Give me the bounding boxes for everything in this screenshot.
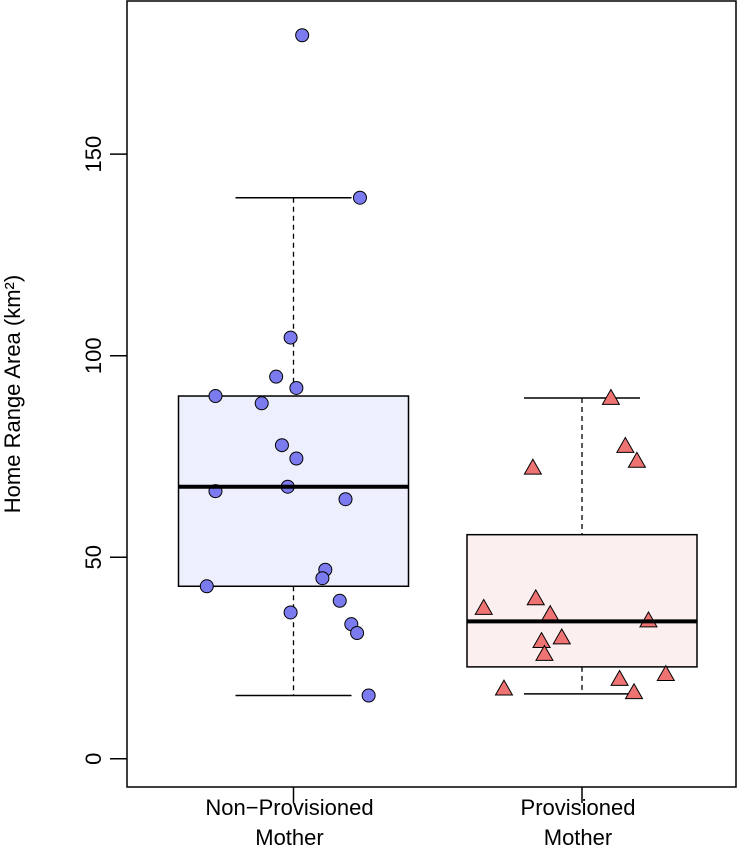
data-point: [361, 688, 376, 703]
data-point: [615, 436, 635, 453]
box-group: [177, 196, 410, 697]
data-point: [552, 627, 572, 645]
data-point: [494, 679, 514, 696]
x-tick-label: Provisioned: [521, 795, 636, 820]
data-point: [289, 380, 304, 395]
data-point: [254, 396, 269, 411]
data-point: [295, 28, 310, 43]
data-point: [532, 631, 551, 648]
data-point: [627, 451, 647, 468]
data-point: [199, 579, 214, 594]
data-point: [601, 388, 621, 405]
y-tick-label: 100: [81, 337, 106, 374]
data-point: [315, 571, 330, 586]
data-point: [338, 492, 353, 507]
data-point: [656, 664, 676, 682]
y-tick-label: 150: [81, 136, 106, 173]
plot-frame: [126, 0, 737, 788]
data-point: [283, 330, 298, 345]
y-tick-label: 50: [81, 545, 106, 569]
data-point: [350, 626, 365, 641]
data-point: [610, 669, 629, 686]
y-axis-label: Home Range Area (km²): [0, 275, 25, 513]
data-point: [526, 588, 546, 606]
data-point: [332, 593, 347, 608]
data-point: [283, 605, 298, 620]
data-point: [535, 644, 554, 661]
data-point: [289, 451, 304, 466]
y-tick-label: 0: [81, 753, 106, 765]
box-iqr: [466, 533, 698, 668]
x-tick-label: Mother: [544, 825, 612, 850]
data-point: [352, 190, 367, 205]
data-point: [274, 438, 289, 453]
data-point: [624, 682, 644, 700]
x-tick-label: Non−Provisioned: [205, 795, 373, 820]
x-tick-label: Mother: [255, 825, 323, 850]
data-point: [269, 369, 284, 384]
data-point: [523, 458, 543, 475]
data-point: [474, 598, 494, 615]
box-group: [466, 397, 698, 695]
data-point: [208, 389, 223, 404]
